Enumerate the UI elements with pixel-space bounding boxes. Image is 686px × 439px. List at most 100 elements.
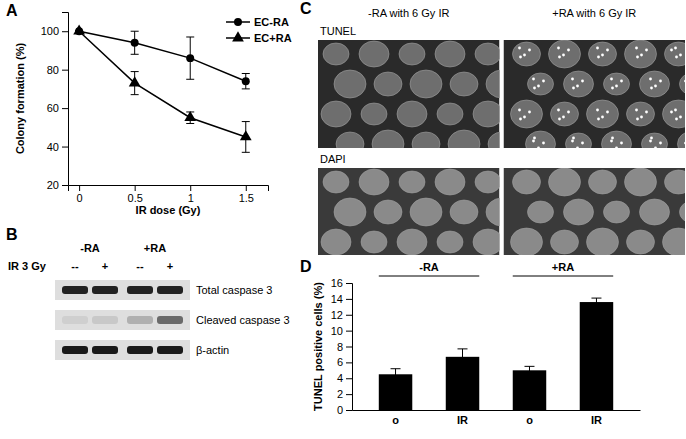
error-cap (131, 71, 139, 72)
blot-band (62, 286, 88, 294)
tunel-dot (640, 54, 643, 57)
tick: 8 (337, 341, 352, 353)
nucleus (397, 101, 427, 127)
band-label: Cleaved caspase 3 (196, 314, 290, 326)
tunel-dot (610, 140, 613, 143)
tick-mark (190, 185, 191, 191)
tunel-dot (519, 118, 522, 121)
tunel-dot (659, 142, 662, 145)
nucleus (361, 103, 387, 125)
tick-mark (62, 108, 68, 109)
tunel-dot (610, 78, 613, 81)
tick-mark (346, 315, 352, 316)
tick-mark (62, 185, 68, 186)
plot-area (73, 24, 251, 152)
tunel-dot (597, 56, 600, 59)
panel-label: B (6, 226, 18, 243)
marker (242, 77, 250, 85)
tick: 20 (47, 179, 68, 191)
nucleus (359, 41, 389, 67)
tunel-dot (533, 137, 536, 140)
tunel-dot (645, 49, 648, 52)
figure-svg: A2040608010000.511.5IR dose (Gy)Colony f… (0, 0, 686, 439)
series-line (79, 31, 246, 137)
tick: o (526, 410, 533, 426)
tunel-dot (635, 47, 638, 50)
nucleus (589, 42, 617, 66)
nucleus (680, 73, 686, 95)
image-bg (318, 168, 500, 255)
nucleus (410, 198, 442, 226)
error-cap (131, 54, 139, 55)
tunel-dot (537, 85, 540, 88)
nucleus (663, 100, 686, 128)
error-cap (458, 348, 468, 349)
error-stem (395, 369, 396, 380)
nucleus (473, 101, 500, 127)
tunel-dot (606, 111, 609, 114)
nucleus (528, 73, 554, 95)
tick: 0 (337, 404, 352, 416)
blot-band (92, 316, 118, 324)
tick-label: 80 (47, 64, 59, 76)
tunel-dot (674, 47, 677, 50)
tick: 14 (331, 293, 352, 305)
image-bg (504, 168, 686, 255)
tick: 16 (331, 277, 352, 289)
nucleus (437, 103, 463, 125)
tick-mark (62, 70, 68, 71)
tick-mark (246, 185, 247, 191)
panel-a: A2040608010000.511.5IR dose (Gy)Colony f… (6, 2, 292, 216)
error-cap (242, 88, 250, 89)
tick-mark (135, 185, 136, 191)
nucleus (437, 231, 463, 253)
tick: o (392, 410, 399, 426)
nucleus (399, 43, 425, 65)
group-label: -RA (419, 261, 439, 273)
error-bar (186, 37, 194, 79)
nucleus (486, 70, 500, 98)
lane-label: + (102, 260, 108, 272)
nucleus (625, 40, 657, 68)
tick: 0.5 (128, 185, 143, 204)
error-cap (242, 152, 250, 153)
nucleus (551, 102, 579, 126)
tunel-dot (528, 49, 531, 52)
error-cap (391, 379, 401, 380)
tick-mark (62, 31, 68, 32)
nucleus (549, 168, 581, 196)
nucleus (665, 170, 686, 194)
tunel-dot (528, 111, 531, 114)
nucleus (511, 228, 543, 255)
marker (240, 130, 252, 140)
bar (513, 370, 546, 410)
nucleus (602, 131, 632, 148)
bar (379, 374, 412, 410)
tunel-dot (650, 87, 653, 90)
blot-band (127, 286, 153, 294)
band-label: β-actin (196, 344, 229, 356)
nucleus (640, 71, 670, 97)
tick-label: 2 (337, 388, 343, 400)
error-stem (529, 366, 530, 374)
group-line (513, 276, 613, 277)
tick-mark (79, 185, 80, 191)
tunel-dot (518, 109, 521, 112)
error-bar (391, 369, 401, 380)
tick: 60 (47, 102, 68, 114)
tick-label: 12 (331, 309, 343, 321)
lane-label: + (167, 260, 173, 272)
tick-label: 60 (47, 102, 59, 114)
tunel-dot (562, 116, 565, 119)
x-axis-title: IR dose (Gy) (136, 204, 201, 216)
tunel-dot (649, 78, 652, 81)
micrograph (504, 168, 686, 255)
tick-label: o (392, 414, 399, 426)
error-stem (596, 298, 597, 306)
tunel-dot (519, 56, 522, 59)
bar (446, 357, 479, 410)
nucleus (336, 132, 364, 148)
lane-label: -- (71, 260, 79, 272)
tunel-dot (635, 109, 638, 112)
tick: 12 (331, 309, 352, 321)
